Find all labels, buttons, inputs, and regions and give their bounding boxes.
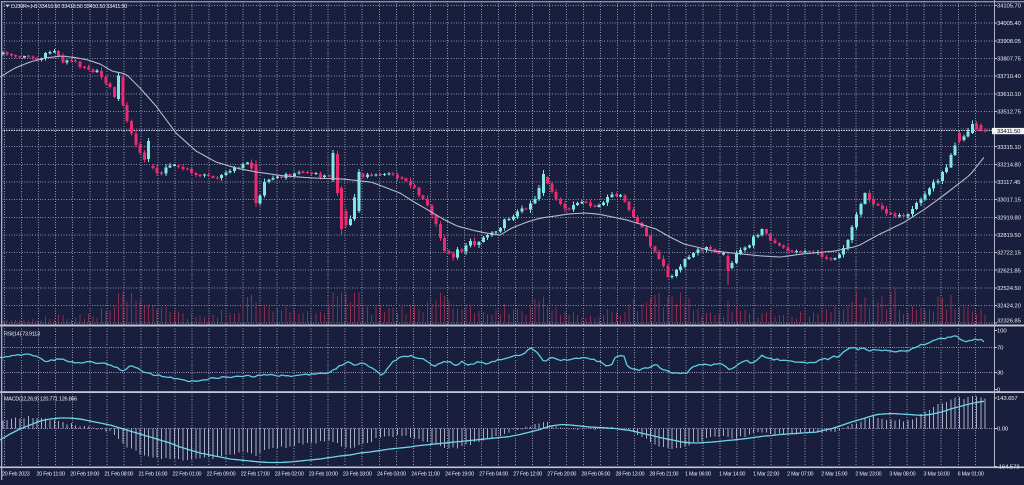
svg-text:2 Mar 07:00: 2 Mar 07:00 (787, 471, 813, 477)
svg-text:32722.15: 32722.15 (997, 251, 1022, 257)
svg-text:21 Feb 16:00: 21 Feb 16:00 (139, 471, 168, 477)
svg-text:0: 0 (997, 388, 1001, 394)
svg-text:33512.75: 33512.75 (997, 110, 1022, 116)
svg-text:100: 100 (997, 329, 1007, 335)
svg-text:27 Feb 04:00: 27 Feb 04:00 (479, 471, 508, 477)
svg-text:2 Mar 15:00: 2 Mar 15:00 (821, 471, 847, 477)
svg-text:32621.85: 32621.85 (997, 268, 1022, 274)
svg-text:34105.70: 34105.70 (997, 4, 1022, 10)
svg-text:27 Feb 12:00: 27 Feb 12:00 (513, 471, 542, 477)
svg-text:RSI(14) 73.9113: RSI(14) 73.9113 (4, 331, 40, 337)
svg-text:24 Feb 11:00: 24 Feb 11:00 (411, 471, 440, 477)
svg-text:34005.40: 34005.40 (997, 21, 1022, 27)
svg-text:1 Mar 22:00: 1 Mar 22:00 (753, 471, 779, 477)
svg-text:32919.80: 32919.80 (997, 215, 1022, 221)
svg-text:32524.50: 32524.50 (997, 286, 1022, 292)
svg-text:33117.45: 33117.45 (997, 180, 1021, 186)
svg-text:28 Feb 05:00: 28 Feb 05:00 (581, 471, 610, 477)
svg-text:1 Mar 14:00: 1 Mar 14:00 (719, 471, 745, 477)
svg-text:0.00: 0.00 (997, 427, 1009, 433)
svg-text:33017.15: 33017.15 (997, 198, 1022, 204)
svg-text:30: 30 (997, 371, 1004, 377)
svg-text:33315.10: 33315.10 (997, 145, 1022, 151)
svg-text:32819.50: 32819.50 (997, 233, 1022, 239)
svg-text:3 Mar 16:00: 3 Mar 16:00 (923, 471, 949, 477)
svg-text:6 Mar 01:00: 6 Mar 01:00 (958, 471, 984, 477)
svg-text:70: 70 (997, 346, 1004, 352)
svg-text:33214.80: 33214.80 (997, 162, 1022, 168)
svg-text:27 Feb 20:00: 27 Feb 20:00 (547, 471, 576, 477)
svg-text:21 Feb 08:00: 21 Feb 08:00 (104, 471, 133, 477)
svg-text:3 Mar 08:00: 3 Mar 08:00 (889, 471, 915, 477)
svg-text:32326.85: 32326.85 (997, 319, 1022, 325)
svg-text:20 Feb 11:00: 20 Feb 11:00 (37, 471, 66, 477)
svg-text:1 Mar 06:00: 1 Mar 06:00 (685, 471, 711, 477)
svg-text:2 Mar 23:00: 2 Mar 23:00 (855, 471, 881, 477)
svg-text:23 Feb 18:00: 23 Feb 18:00 (343, 471, 372, 477)
svg-text:22 Feb 01:00: 22 Feb 01:00 (173, 471, 202, 477)
svg-text:28 Feb 13:00: 28 Feb 13:00 (616, 471, 645, 477)
svg-text:33411.50: 33411.50 (997, 129, 1021, 135)
svg-text:33610.10: 33610.10 (997, 92, 1022, 98)
svg-text:20 Feb 19:00: 20 Feb 19:00 (70, 471, 99, 477)
svg-text:DJ30R+,H1 33416.50 33418.50 33: DJ30R+,H1 33416.50 33418.50 33410.50 334… (11, 4, 127, 10)
svg-text:-164.573: -164.573 (997, 465, 1020, 471)
svg-text:33908.05: 33908.05 (997, 39, 1022, 45)
svg-text:20 Feb 2023: 20 Feb 2023 (2, 471, 30, 477)
svg-text:24 Feb 19:00: 24 Feb 19:00 (445, 471, 474, 477)
svg-text:22 Feb 09:00: 22 Feb 09:00 (207, 471, 236, 477)
svg-text:MACD(12,26,9) 120.771 126.866: MACD(12,26,9) 120.771 126.866 (4, 397, 77, 403)
svg-text:143.657: 143.657 (997, 396, 1018, 402)
svg-text:32424.20: 32424.20 (997, 304, 1022, 310)
svg-text:33807.75: 33807.75 (997, 57, 1022, 63)
svg-text:22 Feb 17:00: 22 Feb 17:00 (241, 471, 270, 477)
svg-text:28 Feb 21:00: 28 Feb 21:00 (650, 471, 679, 477)
svg-text:23 Feb 02:00: 23 Feb 02:00 (275, 471, 304, 477)
svg-text:23 Feb 10:00: 23 Feb 10:00 (309, 471, 338, 477)
svg-text:33710.40: 33710.40 (997, 74, 1022, 80)
svg-text:24 Feb 03:00: 24 Feb 03:00 (377, 471, 406, 477)
